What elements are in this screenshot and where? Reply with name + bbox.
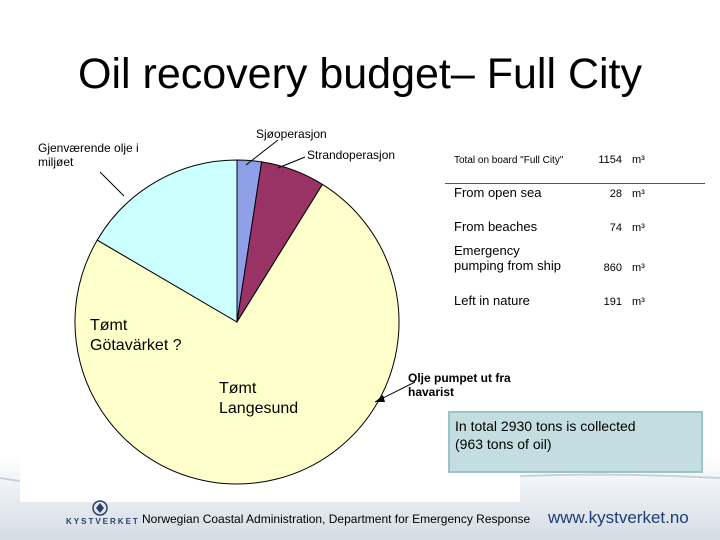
row-label: From open sea	[454, 185, 542, 200]
logo-text: KYSTVERKET	[66, 517, 140, 526]
pie-chart-svg	[74, 139, 416, 485]
row-unit: m³	[632, 296, 645, 308]
row-label: From beaches	[454, 219, 538, 234]
table-separator	[445, 183, 705, 184]
total-note: In total 2930 tons is collected (963 ton…	[448, 411, 703, 473]
label-olje-pumpet: Olje pumpet ut fra havarist	[408, 371, 511, 399]
label-sjooperasjon: Sjøoperasjon	[256, 127, 327, 141]
leader-line-strandoperasjon	[277, 156, 306, 169]
row-label: Total on board "Full City"	[454, 155, 564, 166]
leader-arrow-head-icon	[375, 395, 385, 402]
row-label: Emergency pumping from ship	[454, 243, 561, 273]
leader-line-sjooperasjon	[245, 139, 279, 166]
label-gjenvaerende: Gjenværende olje i miljøet	[38, 141, 139, 169]
footer-text: Norwegian Coastal Administration, Depart…	[142, 512, 531, 526]
row-unit: m³	[632, 262, 645, 274]
pie-slice-3	[96, 159, 238, 323]
row-value: 74	[609, 222, 622, 234]
row-value: 860	[603, 262, 622, 274]
label-gotavarket: Tømt Götavärket ?	[90, 317, 182, 354]
pie-slice-2	[74, 183, 400, 485]
row-value: 191	[603, 296, 622, 308]
label-langesund: Tømt Langesund	[219, 380, 299, 417]
pie-chart: Sjøoperasjon Strandoperasjon Gjenværende…	[20, 120, 520, 502]
leader-line-gjenvaerende	[99, 171, 125, 197]
website-link[interactable]: www.kystverket.no	[548, 508, 689, 527]
row-label: Left in nature	[454, 293, 530, 308]
row-unit: m³	[632, 154, 645, 166]
row-value: 28	[609, 188, 622, 200]
row-unit: m³	[632, 222, 645, 234]
kystverket-logo-icon	[92, 500, 108, 516]
row-unit: m³	[632, 188, 645, 200]
row-value: 1154	[598, 154, 622, 166]
label-strandoperasjon: Strandoperasjon	[307, 148, 396, 162]
slide-title: Oil recovery budget– Full City	[78, 50, 642, 98]
